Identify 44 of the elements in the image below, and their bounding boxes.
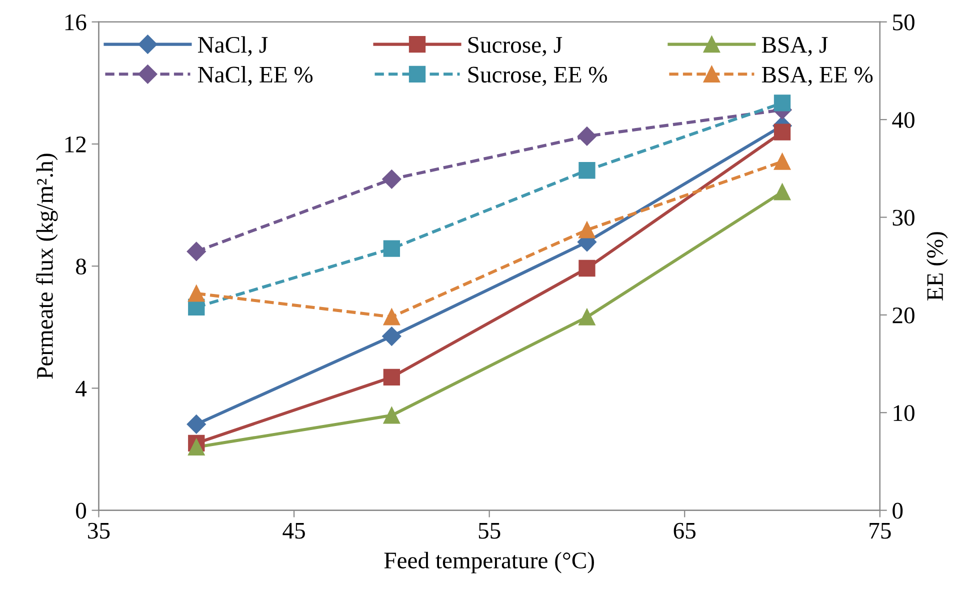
- y-tick-label: 0: [76, 502, 86, 519]
- y-tick-label: 16: [65, 14, 86, 30]
- point: [383, 407, 400, 424]
- point: [382, 326, 402, 346]
- legend-label: Sucrose, J: [468, 36, 562, 56]
- y2-axis-title: EE (%): [926, 232, 948, 300]
- x-tick-label: 65: [674, 522, 696, 539]
- point: [578, 260, 596, 277]
- point: [186, 242, 206, 261]
- point: [186, 414, 206, 434]
- y2-tick-label: 30: [892, 210, 914, 226]
- legend-label: Sucrose, EE %: [468, 66, 608, 86]
- x-tick-label: 55: [478, 523, 500, 539]
- point: [774, 153, 791, 170]
- point: [188, 438, 205, 456]
- x-tick-label: 75: [870, 523, 891, 539]
- y2-tick-label: 50: [893, 14, 914, 30]
- y2-tick-label: 10: [894, 405, 914, 422]
- y-tick-label: 4: [76, 380, 87, 396]
- point: [382, 170, 402, 189]
- point: [383, 308, 400, 326]
- point: [577, 126, 597, 146]
- y-tick-label: 12: [65, 136, 86, 152]
- y2-tick-label: 20: [892, 307, 914, 324]
- y2-tick-label: 0: [892, 502, 903, 519]
- point: [774, 184, 791, 200]
- legend-label: NaCl, EE %: [198, 66, 313, 86]
- x-tick-label: 45: [282, 522, 305, 539]
- point: [578, 162, 596, 179]
- point: [188, 285, 205, 302]
- legend-label: BSA, J: [762, 36, 828, 56]
- point: [383, 240, 400, 257]
- y-axis-title: Permeate flux (kg/m².h): [36, 154, 58, 379]
- x-axis-title: Feed temperature (°C): [384, 552, 594, 574]
- x-tick-label: 35: [88, 522, 110, 539]
- point: [774, 124, 791, 140]
- point: [774, 94, 791, 112]
- y2-tick-label: 40: [892, 112, 914, 128]
- point: [578, 222, 596, 238]
- point: [578, 308, 596, 326]
- y-tick-label: 8: [76, 258, 86, 275]
- point: [383, 368, 400, 386]
- legend-label: NaCl, J: [198, 36, 268, 56]
- legend-label: BSA, EE %: [762, 66, 873, 86]
